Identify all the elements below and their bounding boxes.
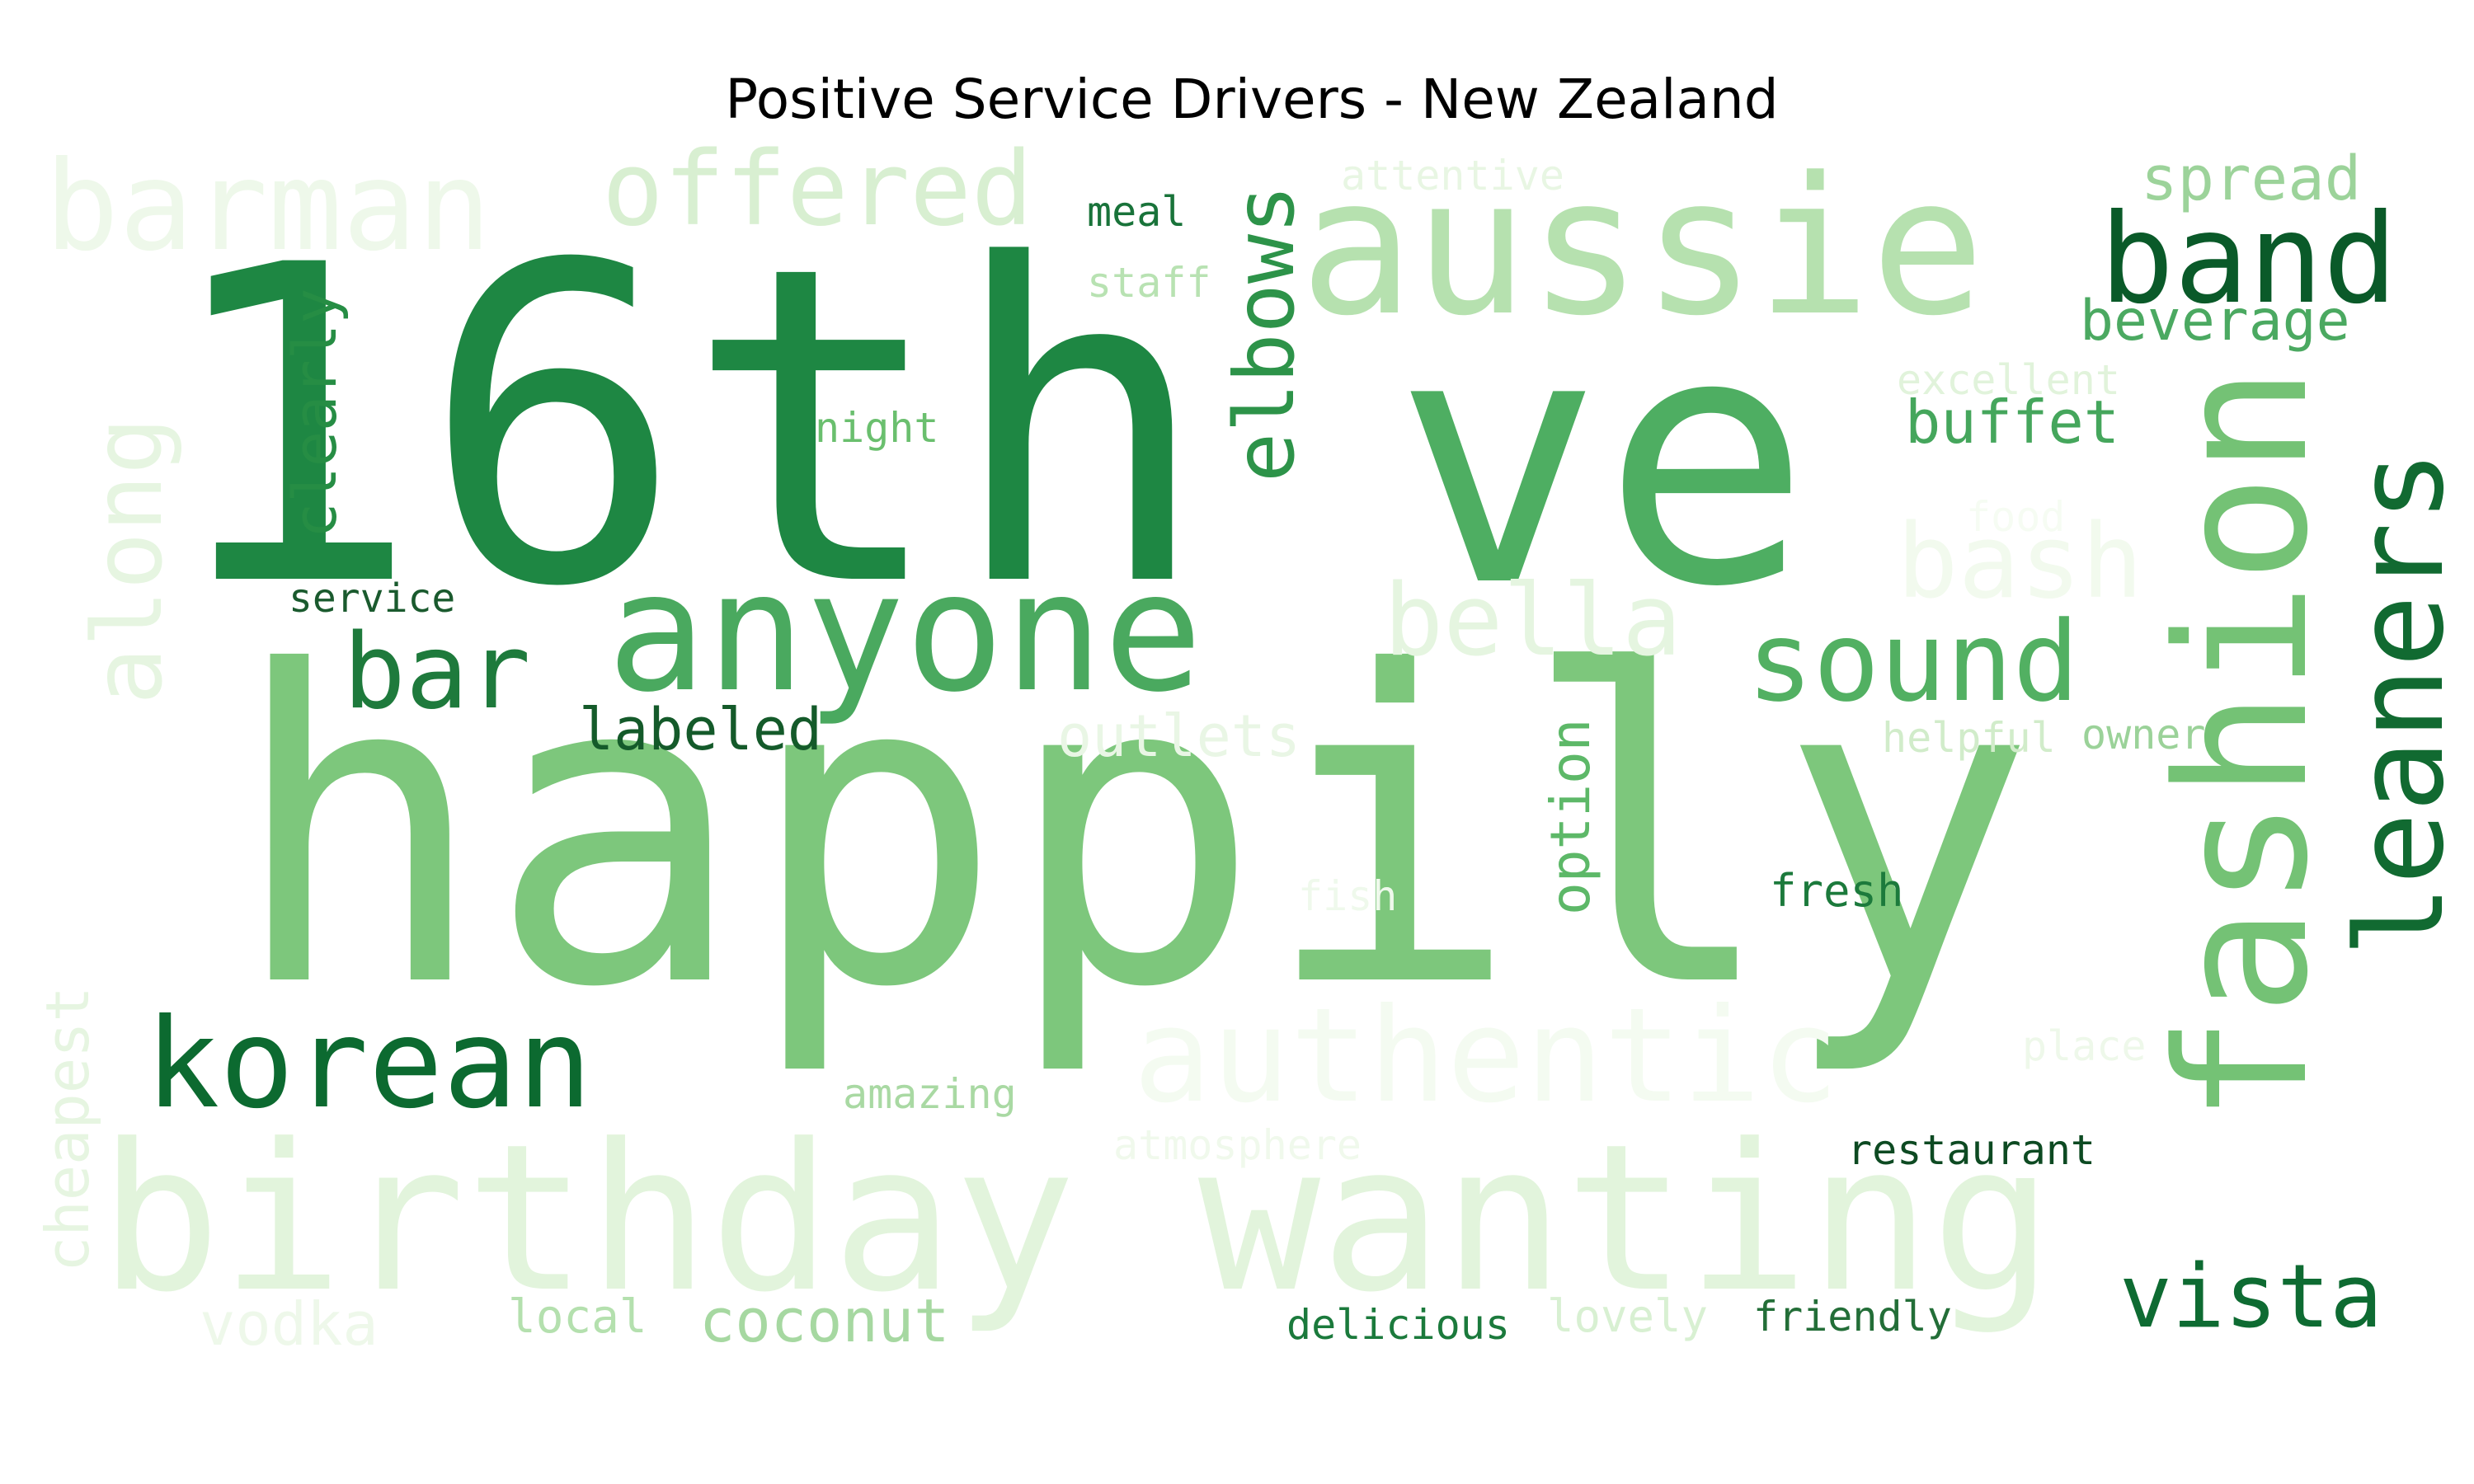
- word-staff: staff: [1087, 259, 1211, 307]
- word-place: place: [2022, 1022, 2147, 1070]
- word-local: local: [508, 1290, 647, 1344]
- chart-title: Positive Service Drivers - New Zealand: [725, 68, 1779, 131]
- word-barman: barman: [45, 135, 492, 279]
- word-lovely: lovely: [1547, 1290, 1709, 1342]
- word-spread: spread: [2141, 143, 2362, 214]
- word-meal: meal: [1087, 188, 1187, 236]
- word-fish: fish: [1298, 872, 1398, 920]
- word-vodka: vodka: [200, 1289, 379, 1359]
- word-authentic: authentic: [1133, 980, 1840, 1132]
- word-delicious: delicious: [1286, 1301, 1510, 1349]
- word-sound: sound: [1747, 598, 2080, 726]
- word-cheapest: cheapest: [33, 986, 102, 1272]
- word-anyone: anyone: [607, 537, 1203, 729]
- word-atmosphere: atmosphere: [1113, 1121, 1362, 1169]
- word-service: service: [289, 575, 456, 622]
- word-bash: bash: [1897, 503, 2143, 622]
- word-vista: vista: [2119, 1246, 2383, 1347]
- word-food: food: [1966, 493, 2066, 541]
- word-night: night: [815, 404, 939, 452]
- word-coconut: coconut: [699, 1286, 950, 1355]
- word-buffet: buffet: [1905, 387, 2120, 457]
- word-birthday-wanting: birthday wanting: [99, 1101, 2053, 1337]
- word-clearly: clearly: [280, 288, 350, 538]
- word-aussie: aussie: [1300, 138, 1985, 358]
- word-option: option: [1539, 718, 1602, 915]
- word-beverage: beverage: [2080, 289, 2350, 354]
- word-happily: happily: [229, 581, 2037, 1081]
- word-leaners: leaners: [2331, 449, 2471, 957]
- word-restaurant: restaurant: [1847, 1126, 2096, 1174]
- word-ve: ve: [1394, 260, 1811, 663]
- word-16th: 16th: [158, 173, 1211, 682]
- word-labeled: labeled: [579, 696, 823, 763]
- word-korean: korean: [145, 993, 592, 1136]
- word-offered: offered: [602, 130, 1033, 249]
- word-friendly: friendly: [1753, 1293, 1952, 1341]
- word-bar: bar: [343, 611, 531, 732]
- word-attentive: attentive: [1341, 152, 1564, 200]
- word-amazing: amazing: [843, 1070, 1017, 1118]
- word-elbows: elbows: [1216, 184, 1313, 482]
- word-bella: bella: [1384, 564, 1682, 679]
- word-outlets: outlets: [1057, 702, 1301, 770]
- word-excellent: excellent: [1897, 356, 2120, 404]
- word-owner: owner: [2081, 711, 2206, 758]
- word-helpful: helpful: [1882, 714, 2056, 762]
- word-along: along: [73, 416, 184, 705]
- word-fresh: fresh: [1770, 865, 1904, 917]
- word-band: band: [2100, 188, 2398, 331]
